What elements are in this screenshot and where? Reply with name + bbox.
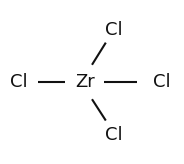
Text: Zr: Zr	[75, 73, 95, 91]
Text: Cl: Cl	[153, 73, 171, 91]
Text: Cl: Cl	[10, 73, 27, 91]
Text: Cl: Cl	[105, 126, 123, 144]
Text: Cl: Cl	[105, 20, 123, 39]
